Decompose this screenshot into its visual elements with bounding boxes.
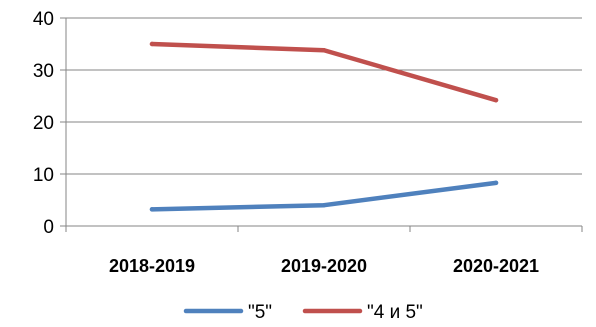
y-tick-labels: 0 10 20 30 40	[33, 9, 54, 238]
gridlines	[66, 17, 582, 175]
x-category-label: 2019-2020	[281, 256, 367, 276]
data-point	[321, 48, 327, 53]
y-tick-label: 0	[43, 217, 54, 238]
y-tick-label: 10	[33, 165, 54, 186]
series-lines	[149, 41, 499, 212]
legend-label: "4 и 5"	[367, 302, 423, 323]
x-category-labels: 2018-2019 2019-2020 2020-2021	[109, 256, 539, 276]
data-point	[493, 97, 499, 103]
y-tick-label: 30	[33, 61, 54, 82]
x-category-label: 2018-2019	[109, 256, 195, 276]
legend: "5" "4 и 5"	[183, 302, 423, 323]
data-point	[493, 180, 499, 186]
legend-label: "5"	[248, 302, 272, 323]
y-tick-label: 20	[33, 113, 54, 134]
data-point	[149, 41, 155, 47]
axes	[60, 17, 583, 232]
y-tick-label: 40	[33, 9, 54, 30]
data-point	[321, 203, 327, 208]
data-point	[149, 207, 155, 212]
x-category-label: 2020-2021	[453, 256, 539, 276]
